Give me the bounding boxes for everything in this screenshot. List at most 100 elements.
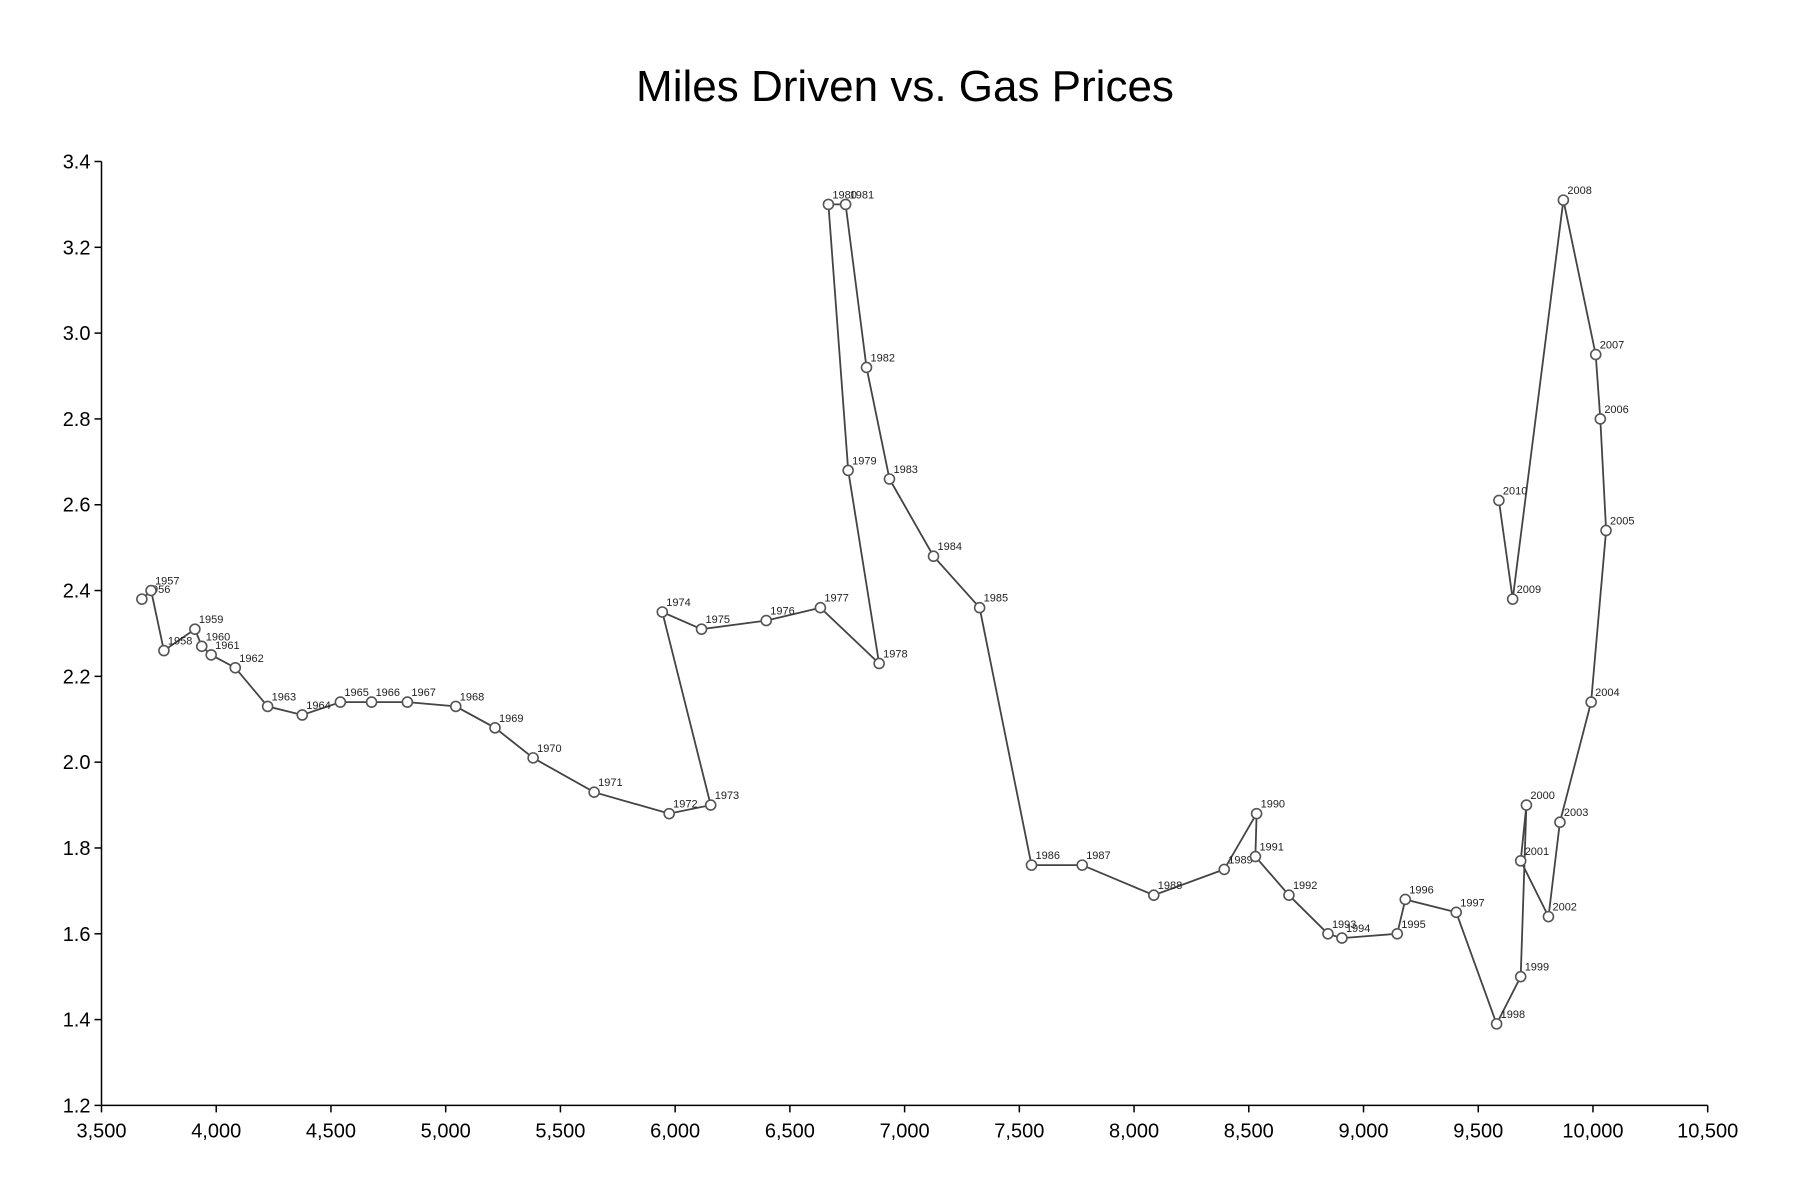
x-tick: 10,500 xyxy=(1677,1105,1738,1142)
y-tick: 2.4 xyxy=(63,581,102,603)
series-line xyxy=(141,199,1608,1027)
point-label: 1959 xyxy=(199,614,223,626)
point-label: 1999 xyxy=(1525,962,1549,974)
point-marker xyxy=(261,700,274,713)
data-point-1981: 1981 xyxy=(839,189,874,211)
point-marker xyxy=(365,696,378,708)
point-marker xyxy=(1391,927,1404,940)
data-point-1961: 1961 xyxy=(205,640,240,661)
x-tick: 6,500 xyxy=(765,1105,815,1142)
x-tick: 8,500 xyxy=(1224,1105,1274,1142)
data-point-1960: 1960 xyxy=(195,631,230,653)
point-label: 1966 xyxy=(376,687,400,699)
point-label: 2003 xyxy=(1564,807,1588,819)
y-tick-label: 3.2 xyxy=(63,237,91,259)
point-marker xyxy=(1514,855,1527,867)
point-marker xyxy=(229,661,242,674)
point-marker xyxy=(1450,906,1463,919)
point-marker xyxy=(1250,807,1263,820)
y-tick: 2.2 xyxy=(63,666,102,688)
point-label: 1983 xyxy=(893,464,917,476)
data-point-1974: 1974 xyxy=(656,597,691,618)
point-marker xyxy=(1218,863,1231,876)
point-label: 1971 xyxy=(598,777,622,789)
y-tick-label: 1.4 xyxy=(63,1010,91,1032)
point-label: 1995 xyxy=(1401,919,1425,931)
x-tick-label: 7,000 xyxy=(880,1120,930,1142)
y-tick-label: 3.4 xyxy=(63,152,91,174)
x-tick-label: 10,000 xyxy=(1562,1120,1623,1142)
data-point-1977: 1977 xyxy=(814,593,849,614)
point-marker xyxy=(760,614,773,627)
point-marker xyxy=(1249,850,1262,863)
data-point-1962: 1962 xyxy=(229,653,264,674)
y-tick: 2.0 xyxy=(63,752,102,774)
data-point-1967: 1967 xyxy=(401,687,436,708)
point-marker xyxy=(1399,893,1412,906)
point-label: 1986 xyxy=(1035,850,1059,862)
point-label: 1978 xyxy=(883,648,907,660)
data-point-1998: 1998 xyxy=(1490,1009,1525,1030)
point-marker xyxy=(136,593,148,605)
data-point-1988: 1988 xyxy=(1147,880,1182,901)
y-tick-label: 2.2 xyxy=(63,666,91,688)
data-points: 1956195719581959196019611962196319641965… xyxy=(136,185,1635,1030)
point-marker xyxy=(883,473,896,485)
point-label: 1991 xyxy=(1259,842,1283,854)
point-label: 1990 xyxy=(1261,799,1285,811)
point-marker xyxy=(663,807,675,820)
point-label: 1977 xyxy=(824,593,848,605)
y-tick-label: 2.8 xyxy=(63,409,91,431)
point-marker xyxy=(1025,859,1038,871)
point-marker xyxy=(1520,799,1533,811)
point-marker xyxy=(873,657,885,670)
y-tick: 2.8 xyxy=(63,409,102,431)
y-axis: 1.2 1.4 1.6 1.8 2.0 2.2 2.4 2.6 2.8 3.0 3.2 3.4 xyxy=(63,152,103,1117)
x-tick: 3,500 xyxy=(76,1105,127,1142)
data-point-1979: 1979 xyxy=(842,455,877,477)
point-marker xyxy=(588,786,600,798)
point-label: 1980 xyxy=(832,189,856,201)
x-tick: 4,000 xyxy=(191,1105,241,1142)
data-point-1972: 1972 xyxy=(663,799,698,820)
x-tick: 6,000 xyxy=(650,1105,700,1142)
data-point-1963: 1963 xyxy=(261,691,296,713)
point-label: 1979 xyxy=(852,455,876,467)
data-point-1990: 1990 xyxy=(1250,799,1285,820)
data-point-1994: 1994 xyxy=(1336,923,1370,944)
data-point-1968: 1968 xyxy=(449,691,484,713)
x-tick-label: 9,000 xyxy=(1338,1120,1388,1142)
point-marker xyxy=(195,640,208,653)
x-tick: 5,000 xyxy=(421,1105,471,1142)
point-marker xyxy=(1076,859,1088,871)
data-point-1973: 1973 xyxy=(704,790,739,811)
data-point-2000: 2000 xyxy=(1520,790,1555,811)
data-point-2003: 2003 xyxy=(1554,807,1588,829)
point-label: 2002 xyxy=(1552,902,1576,914)
data-point-1982: 1982 xyxy=(860,352,895,374)
point-marker xyxy=(1542,910,1555,923)
point-label: 1997 xyxy=(1460,897,1484,909)
x-tick: 4,500 xyxy=(306,1105,356,1142)
point-label: 1973 xyxy=(715,790,739,802)
x-tick-label: 8,000 xyxy=(1109,1120,1159,1142)
x-tick-label: 4,500 xyxy=(306,1120,356,1142)
point-label: 1998 xyxy=(1501,1009,1525,1021)
x-tick-label: 9,500 xyxy=(1453,1120,1503,1142)
point-label: 2006 xyxy=(1604,404,1628,416)
point-label: 1969 xyxy=(499,713,523,725)
point-marker xyxy=(1589,348,1602,361)
point-marker xyxy=(814,601,827,614)
data-point-2004: 2004 xyxy=(1585,687,1620,708)
point-marker xyxy=(189,623,201,635)
data-point-2008: 2008 xyxy=(1557,185,1592,206)
point-marker xyxy=(296,709,309,721)
y-tick: 1.6 xyxy=(63,924,102,946)
x-tick-label: 6,000 xyxy=(650,1120,700,1142)
y-tick-label: 1.8 xyxy=(63,838,91,860)
y-tick-label: 3.0 xyxy=(63,323,91,345)
point-label: 2004 xyxy=(1595,687,1619,699)
point-label: 2007 xyxy=(1600,340,1624,352)
data-point-2001: 2001 xyxy=(1514,846,1549,867)
y-tick-label: 2.4 xyxy=(63,581,91,603)
